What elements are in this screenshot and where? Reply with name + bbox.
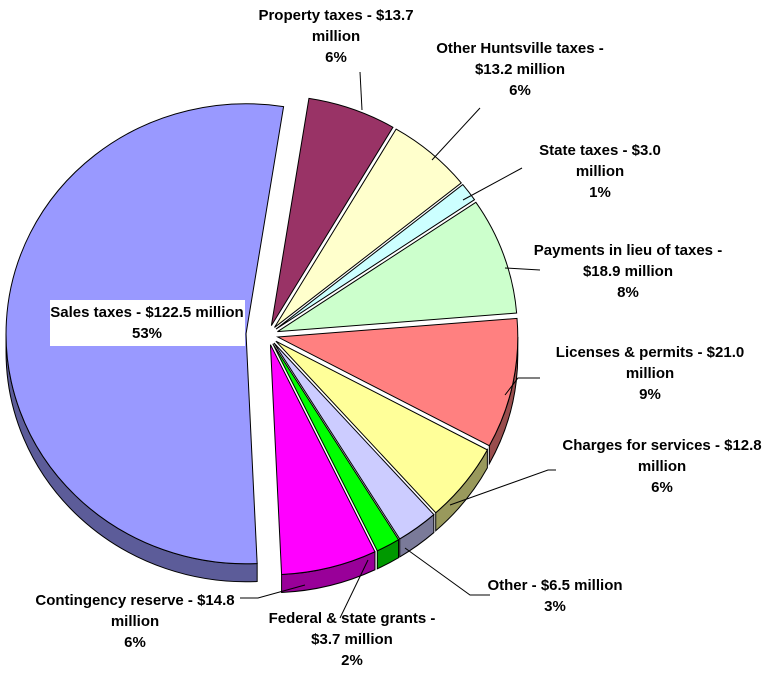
label-text: Charges for services - $12.8 million (562, 437, 762, 475)
leader-line (449, 469, 556, 506)
label-text: Payments in lieu of taxes - $18.9 millio… (533, 242, 723, 280)
slice-label: Sales taxes - $122.5 million 53% (49, 300, 245, 346)
leader-line (504, 267, 541, 271)
slice-label: State taxes - $3.0 million 1% (520, 140, 680, 203)
slice (274, 128, 462, 328)
slice-label: Other - $6.5 million 3% (455, 575, 655, 617)
slice (275, 317, 519, 447)
percent-label: 6% (509, 82, 531, 99)
slice-label: Other Huntsville taxes - $13.2 million 6% (433, 38, 608, 101)
label-text: Other Huntsville taxes - $13.2 million (436, 40, 604, 78)
percent-label: 6% (124, 634, 146, 651)
slice-label: Property taxes - $13.7 million 6% (249, 5, 424, 68)
label-text: Contingency reserve - $14.8 million (35, 592, 235, 630)
slice (275, 340, 489, 514)
percent-label: 6% (651, 479, 673, 496)
leader-line (462, 167, 523, 201)
leader-line (359, 71, 363, 111)
leader-line (504, 377, 540, 396)
leader-line (240, 584, 306, 599)
label-text: Licenses & permits - $21.0 million (555, 344, 745, 382)
slice (277, 201, 518, 333)
label-text: Federal & state grants - $3.7 million (268, 610, 436, 648)
percent-label: 3% (544, 598, 566, 615)
leader-lines (240, 71, 556, 619)
leader-line (404, 547, 490, 596)
percent-label: 6% (325, 49, 347, 66)
slice-label: Federal & state grants - $3.7 million 2% (262, 608, 442, 671)
leader-line (431, 107, 481, 161)
leader-line (339, 559, 369, 619)
slice (275, 183, 476, 330)
label-text: Property taxes - $13.7 million (258, 7, 414, 45)
slice-label: Contingency reserve - $14.8 million 6% (20, 590, 250, 653)
label-text: State taxes - $3.0 million (539, 142, 661, 180)
slice-label: Payments in lieu of taxes - $18.9 millio… (533, 240, 723, 303)
label-text: Other - $6.5 million (487, 577, 623, 594)
slice (270, 97, 394, 326)
slice (272, 343, 400, 552)
percent-label: 8% (617, 284, 639, 301)
slice-label: Licenses & permits - $21.0 million 9% (555, 342, 745, 405)
label-text: Sales taxes - $122.5 million (50, 304, 244, 321)
percent-label: 1% (589, 184, 611, 201)
percent-label: 9% (639, 386, 661, 403)
slice (273, 342, 435, 540)
slice-label: Charges for services - $12.8 million 6% (560, 435, 762, 498)
slice (269, 344, 376, 575)
percent-label: 53% (131, 325, 163, 342)
percent-label: 2% (341, 652, 363, 669)
